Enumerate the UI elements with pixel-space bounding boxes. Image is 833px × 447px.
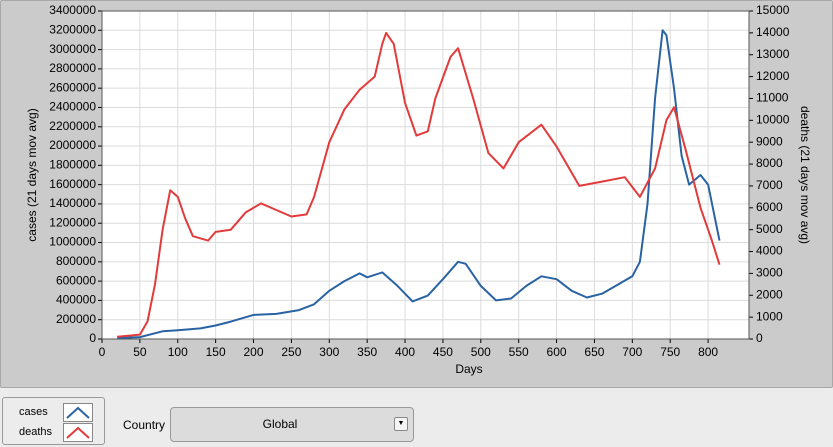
x-tick-label: 550 xyxy=(509,345,529,359)
y-tick-label: 1800000 xyxy=(49,158,96,172)
x-tick-label: 400 xyxy=(395,345,415,359)
y2-axis-label: deaths (21 days mov avg) xyxy=(798,106,812,244)
y-tick-label: 1400000 xyxy=(49,196,96,210)
y2-tick-label: 14000 xyxy=(756,25,790,39)
x-tick-label: 650 xyxy=(584,345,604,359)
x-tick-label: 600 xyxy=(547,345,567,359)
y-tick-label: 2800000 xyxy=(49,61,96,75)
y2-tick-label: 7000 xyxy=(756,178,783,192)
y-tick-label: 2400000 xyxy=(49,100,96,114)
x-tick-label: 750 xyxy=(660,345,680,359)
y-tick-label: 3200000 xyxy=(49,22,96,36)
y-tick-label: 2000000 xyxy=(49,138,96,152)
y-tick-label: 600000 xyxy=(56,273,96,287)
country-dropdown[interactable]: Global ▼ xyxy=(170,407,414,442)
legend-label: deaths xyxy=(19,426,53,438)
y2-tick-label: 12000 xyxy=(756,69,790,83)
chart: Days cases (21 days mov avg) deaths (21 … xyxy=(25,3,812,376)
legend: cases deaths xyxy=(2,397,105,445)
series-line xyxy=(117,29,721,339)
y-tick-label: 1200000 xyxy=(49,215,96,229)
y-tick-label: 400000 xyxy=(56,293,96,307)
y2-tick-label: 2000 xyxy=(756,287,783,301)
x-tick-label: 250 xyxy=(281,345,301,359)
series-line xyxy=(117,31,721,338)
x-tick-label: 50 xyxy=(133,345,147,359)
x-tick-label: 200 xyxy=(244,345,264,359)
legend-label: cases xyxy=(19,406,48,418)
y-tick-label: 3400000 xyxy=(49,3,96,17)
x-tick-label: 500 xyxy=(471,345,491,359)
chart-panel: Days cases (21 days mov avg) deaths (21 … xyxy=(0,0,833,388)
x-tick-label: 800 xyxy=(698,345,718,359)
y-tick-label: 2200000 xyxy=(49,119,96,133)
y2-tick-label: 9000 xyxy=(756,134,783,148)
plot-area xyxy=(102,11,749,339)
y2-tick-label: 11000 xyxy=(756,91,789,105)
y2-tick-label: 13000 xyxy=(756,47,790,61)
y2-tick-label: 6000 xyxy=(756,200,783,214)
y2-tick-label: 15000 xyxy=(756,3,790,17)
x-tick-label: 450 xyxy=(433,345,453,359)
y2-tick-label: 5000 xyxy=(756,222,783,236)
y-tick-label: 200000 xyxy=(56,312,96,326)
x-tick-label: 150 xyxy=(206,345,226,359)
y-tick-label: 1600000 xyxy=(49,177,96,191)
y2-tick-label: 10000 xyxy=(756,113,790,127)
dropdown-value: Global xyxy=(262,417,298,431)
y-tick-label: 3000000 xyxy=(49,42,96,56)
y2-tick-label: 3000 xyxy=(756,266,783,280)
x-axis-label: Days xyxy=(455,362,482,376)
x-tick-label: 0 xyxy=(99,345,106,359)
legend-icon xyxy=(63,423,93,442)
x-tick-label: 300 xyxy=(319,345,339,359)
y-tick-label: 2600000 xyxy=(49,80,96,94)
y-axis-label: cases (21 days mov avg) xyxy=(25,108,39,241)
dropdown-arrow[interactable]: ▼ xyxy=(394,417,408,431)
y2-tick-label: 0 xyxy=(756,331,763,345)
x-tick-label: 350 xyxy=(357,345,377,359)
legend-icon xyxy=(63,403,93,422)
x-tick-label: 700 xyxy=(622,345,642,359)
country-label: Country xyxy=(123,418,166,432)
y2-tick-label: 4000 xyxy=(756,244,783,258)
plot-frame xyxy=(101,10,750,340)
y2-tick-label: 8000 xyxy=(756,156,783,170)
y2-tick-label: 1000 xyxy=(756,309,783,323)
y-tick-label: 0 xyxy=(89,331,96,345)
y-tick-label: 800000 xyxy=(56,254,96,268)
x-tick-label: 100 xyxy=(168,345,188,359)
y-tick-label: 1000000 xyxy=(49,235,96,249)
